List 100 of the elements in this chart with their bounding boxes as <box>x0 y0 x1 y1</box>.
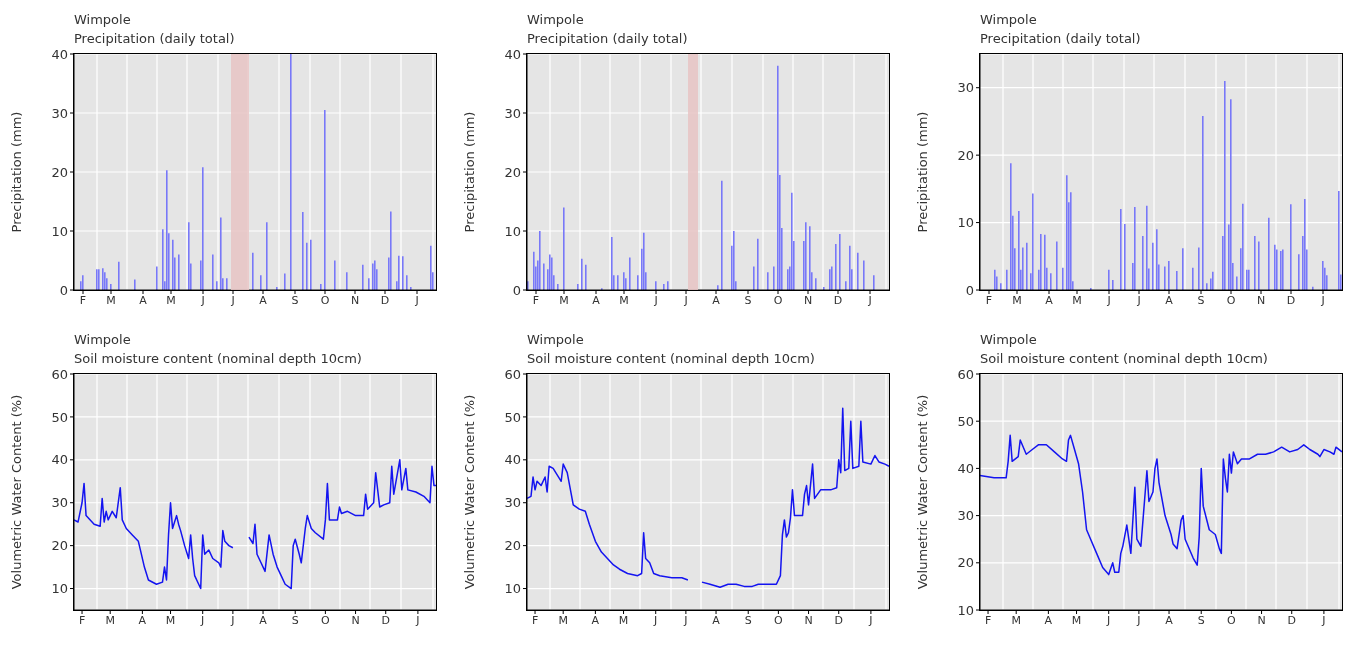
x-tick-label: N <box>1257 613 1266 627</box>
x-tick-label: M <box>558 613 568 627</box>
chart-title: Wimpole <box>74 11 132 29</box>
chart-subtitle: Precipitation (daily total) <box>980 30 1141 48</box>
x-tick-label: A <box>1045 293 1054 307</box>
x-tick-label: J <box>1321 613 1326 627</box>
y-tick-label: 30 <box>504 495 521 511</box>
x-tick-label: A <box>139 293 148 307</box>
x-tick-label: F <box>985 293 993 307</box>
y-tick-label: 10 <box>504 581 521 597</box>
x-tick-label: D <box>833 293 843 307</box>
chart-title: Wimpole <box>527 331 585 349</box>
y-axis-title: Volumetric Water Content (%) <box>914 394 930 590</box>
y-tick-label: 30 <box>51 495 68 511</box>
x-tick-label: A <box>138 613 147 627</box>
x-tick-label: F <box>79 293 87 307</box>
y-axis-title: Precipitation (mm) <box>914 111 930 233</box>
y-tick-label: 10 <box>957 215 974 231</box>
x-tick-label: J <box>200 613 205 627</box>
x-tick-label: D <box>1286 293 1296 307</box>
x-tick-label: O <box>321 613 331 627</box>
y-tick-label: 10 <box>51 581 68 597</box>
chart-subtitle: Soil moisture content (nominal depth 10cm) <box>527 350 815 368</box>
x-tick-label: F <box>531 613 539 627</box>
x-tick-label: N <box>1256 293 1266 307</box>
x-tick-label: F <box>78 613 86 627</box>
x-tick-label: J <box>683 293 688 307</box>
y-tick-label: 30 <box>957 80 974 96</box>
x-tick-label: N <box>804 613 813 627</box>
y-tick-label: 20 <box>957 147 974 163</box>
x-tick-label: J <box>867 293 872 307</box>
x-tick-label: J <box>1136 293 1141 307</box>
x-tick-label: J <box>200 293 205 307</box>
x-tick-label: A <box>591 613 600 627</box>
y-tick-label: 0 <box>512 282 521 298</box>
y-tick-label: 40 <box>957 461 974 477</box>
y-tick-label: 30 <box>957 508 974 524</box>
y-axis-title: Precipitation (mm) <box>461 111 477 233</box>
x-tick-label: J <box>1320 293 1325 307</box>
x-tick-label: D <box>380 293 390 307</box>
y-tick-label: 30 <box>51 105 68 121</box>
chart-subtitle: Soil moisture content (nominal depth 10cm) <box>74 350 362 368</box>
y-tick-label: 10 <box>504 223 521 239</box>
x-tick-label: N <box>351 613 360 627</box>
y-axis-title: Volumetric Water Content (%) <box>461 394 477 590</box>
x-tick-label: M <box>1012 293 1022 307</box>
x-tick-label: F <box>984 613 992 627</box>
y-tick-label: 20 <box>51 538 68 554</box>
x-tick-label: A <box>1044 613 1053 627</box>
x-tick-label: S <box>744 613 752 627</box>
x-tick-label: O <box>774 613 784 627</box>
x-tick-label: O <box>773 293 783 307</box>
x-tick-label: M <box>166 293 176 307</box>
x-tick-label: S <box>1197 293 1205 307</box>
y-tick-label: 20 <box>957 555 974 571</box>
y-tick-label: 10 <box>51 223 68 239</box>
y-tick-label: 40 <box>504 452 521 468</box>
y-tick-label: 20 <box>504 538 521 554</box>
x-tick-label: N <box>350 293 360 307</box>
x-tick-label: D <box>834 613 843 627</box>
x-tick-label: J <box>1106 613 1111 627</box>
y-tick-label: 20 <box>51 164 68 180</box>
x-tick-label: J <box>415 613 420 627</box>
x-tick-label: J <box>230 613 235 627</box>
x-tick-label: A <box>712 613 721 627</box>
x-tick-label: A <box>1165 613 1174 627</box>
x-tick-label: F <box>532 293 540 307</box>
chart-title: Wimpole <box>980 11 1038 29</box>
x-tick-label: J <box>1106 293 1111 307</box>
x-tick-label: N <box>803 293 813 307</box>
x-tick-label: M <box>619 293 629 307</box>
x-tick-label: O <box>1226 293 1236 307</box>
chart-subtitle: Precipitation (daily total) <box>527 30 688 48</box>
x-tick-label: O <box>320 293 330 307</box>
x-tick-label: M <box>1072 293 1082 307</box>
x-tick-label: J <box>653 613 658 627</box>
x-tick-label: D <box>1287 613 1296 627</box>
y-tick-label: 50 <box>957 413 974 429</box>
chart-subtitle: Precipitation (daily total) <box>74 30 235 48</box>
x-tick-label: S <box>291 293 299 307</box>
chart-title: Wimpole <box>980 331 1038 349</box>
y-tick-label: 10 <box>957 602 974 618</box>
x-tick-label: J <box>414 293 419 307</box>
x-tick-label: A <box>259 293 268 307</box>
x-tick-label: S <box>744 293 752 307</box>
x-tick-label: M <box>106 293 116 307</box>
y-tick-label: 0 <box>965 282 974 298</box>
x-tick-label: A <box>1165 293 1174 307</box>
y-tick-label: 50 <box>504 409 521 425</box>
x-tick-label: S <box>1197 613 1205 627</box>
x-tick-label: S <box>291 613 299 627</box>
x-tick-label: M <box>1071 613 1082 627</box>
x-tick-label: O <box>1227 613 1237 627</box>
y-tick-label: 50 <box>51 409 68 425</box>
y-axis-title: Precipitation (mm) <box>8 111 24 233</box>
y-tick-label: 20 <box>504 164 521 180</box>
x-tick-label: M <box>1011 613 1021 627</box>
x-tick-label: J <box>230 293 235 307</box>
x-tick-label: J <box>1136 613 1141 627</box>
x-tick-label: A <box>592 293 601 307</box>
